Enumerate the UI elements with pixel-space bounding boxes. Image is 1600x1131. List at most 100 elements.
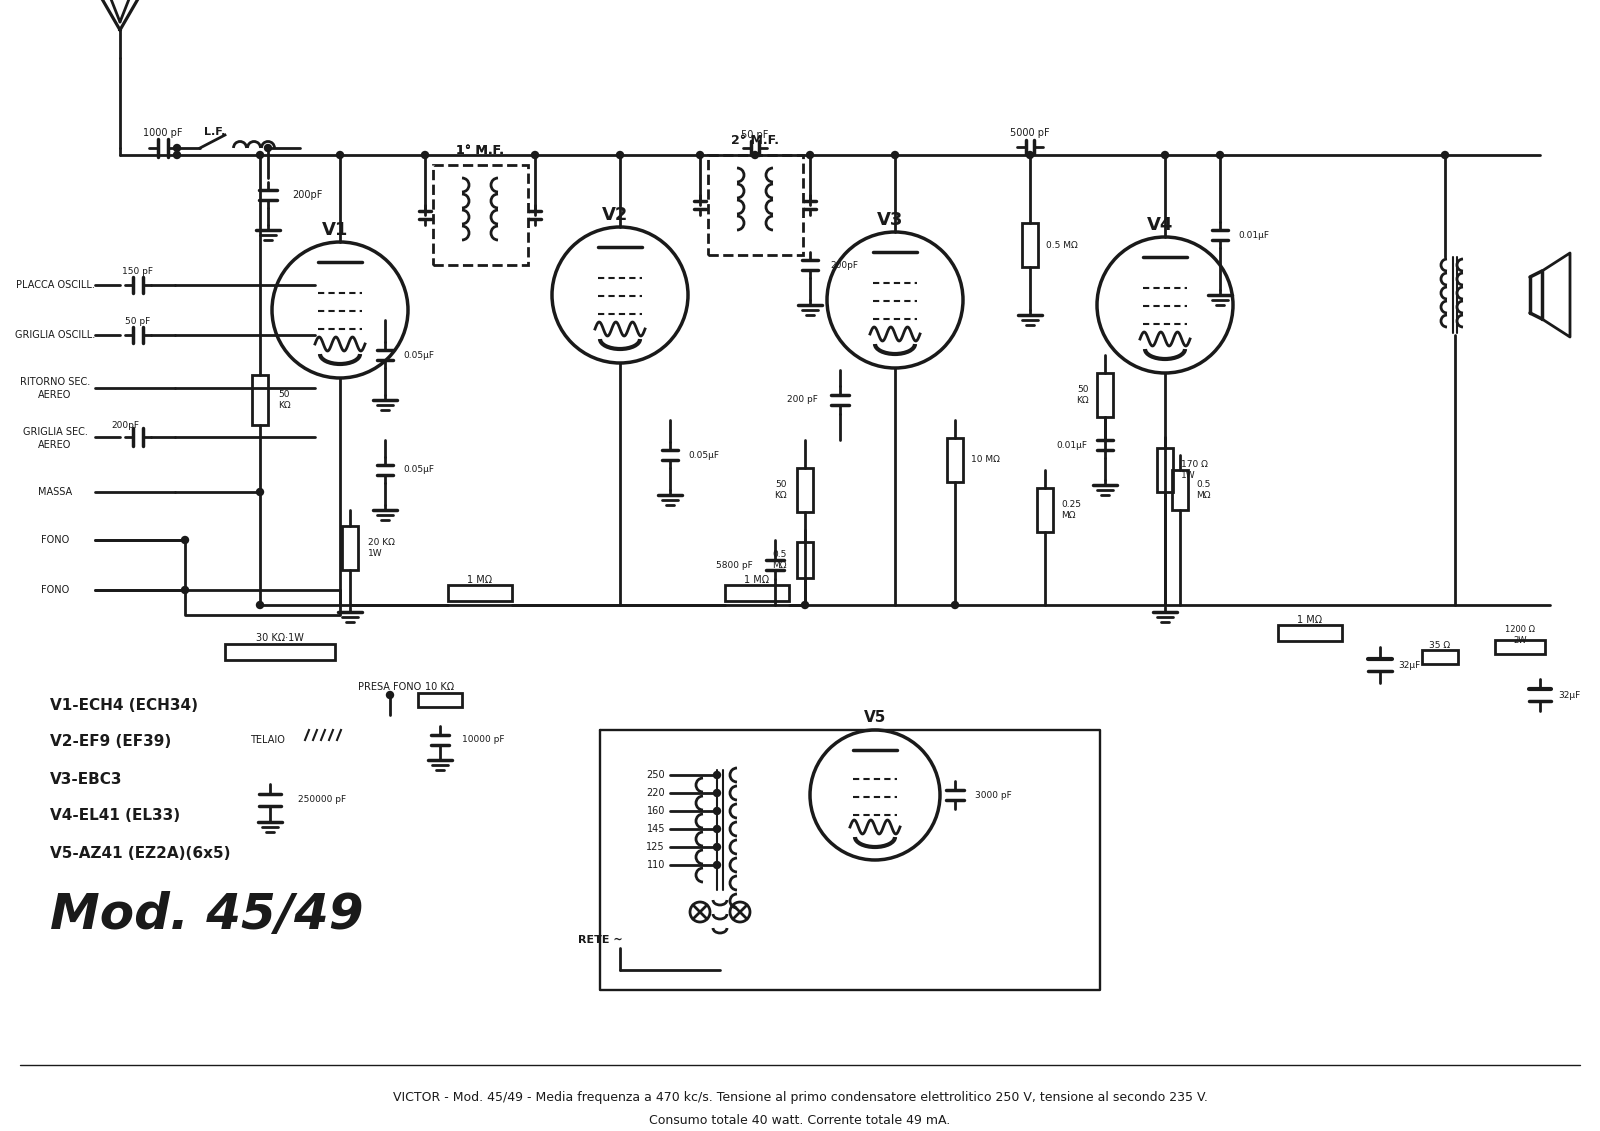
Text: 200pF: 200pF xyxy=(291,190,322,200)
Text: 0.5
MΩ: 0.5 MΩ xyxy=(773,551,787,570)
Text: 160: 160 xyxy=(646,806,666,815)
Text: FONO: FONO xyxy=(42,535,69,545)
Bar xyxy=(1278,625,1342,641)
Text: V2-EF9 (EF39): V2-EF9 (EF39) xyxy=(50,734,171,750)
Bar xyxy=(448,585,512,601)
Bar xyxy=(1022,223,1038,267)
Bar xyxy=(434,165,528,265)
Text: V5-AZ41 (EZ2A)(6x5): V5-AZ41 (EZ2A)(6x5) xyxy=(50,846,230,861)
Bar xyxy=(707,155,803,254)
Bar xyxy=(797,542,813,578)
Bar xyxy=(797,468,813,512)
Text: V4-EL41 (EL33): V4-EL41 (EL33) xyxy=(50,809,181,823)
Bar xyxy=(1494,640,1546,654)
Bar xyxy=(226,644,334,661)
Text: 10 KΩ: 10 KΩ xyxy=(426,682,454,692)
Text: 1 MΩ: 1 MΩ xyxy=(744,575,770,585)
Text: 0.05µF: 0.05µF xyxy=(403,466,434,475)
Circle shape xyxy=(802,602,808,608)
Bar xyxy=(253,375,269,425)
Text: GRIGLIA SEC.: GRIGLIA SEC. xyxy=(22,428,88,437)
Text: 50
KΩ: 50 KΩ xyxy=(278,390,291,409)
Circle shape xyxy=(1027,152,1034,158)
Bar xyxy=(1098,373,1114,417)
Circle shape xyxy=(714,808,720,814)
Bar xyxy=(1171,470,1187,510)
Text: 32µF: 32µF xyxy=(1558,691,1581,699)
Text: V5: V5 xyxy=(864,710,886,725)
Text: 1 MΩ: 1 MΩ xyxy=(1298,615,1323,625)
Text: 150 pF: 150 pF xyxy=(123,268,154,276)
Circle shape xyxy=(256,152,264,158)
Text: 50
KΩ: 50 KΩ xyxy=(1077,386,1090,405)
Circle shape xyxy=(173,145,181,152)
Circle shape xyxy=(752,152,758,158)
Text: 50
KΩ: 50 KΩ xyxy=(774,481,787,500)
Bar xyxy=(1157,448,1173,492)
Circle shape xyxy=(1442,152,1448,158)
Text: 250000 pF: 250000 pF xyxy=(298,795,346,804)
Bar xyxy=(418,693,462,707)
Circle shape xyxy=(714,862,720,869)
Text: 145: 145 xyxy=(646,824,666,834)
Bar xyxy=(1037,487,1053,532)
Text: 170 Ω
1W: 170 Ω 1W xyxy=(1181,460,1208,480)
Text: 0.01µF: 0.01µF xyxy=(1238,231,1269,240)
Text: 10 MΩ: 10 MΩ xyxy=(971,456,1000,465)
Text: 50 pF: 50 pF xyxy=(125,318,150,327)
Text: VICTOR - Mod. 45/49 - Media frequenza a 470 kc/s. Tensione al primo condensatore: VICTOR - Mod. 45/49 - Media frequenza a … xyxy=(392,1091,1208,1105)
Circle shape xyxy=(531,152,539,158)
Text: 200 pF: 200 pF xyxy=(787,396,818,405)
Text: 200pF: 200pF xyxy=(110,421,139,430)
Text: AEREO: AEREO xyxy=(38,440,72,450)
Text: Mod. 45/49: Mod. 45/49 xyxy=(50,891,363,939)
Bar xyxy=(725,585,789,601)
Text: 0.5
MΩ: 0.5 MΩ xyxy=(1197,481,1211,500)
Text: 200pF: 200pF xyxy=(830,260,858,269)
Circle shape xyxy=(336,152,344,158)
Circle shape xyxy=(616,152,624,158)
Text: MASSA: MASSA xyxy=(38,487,72,497)
Circle shape xyxy=(181,587,189,594)
Text: RETE ~: RETE ~ xyxy=(578,935,622,946)
Text: 50 pF: 50 pF xyxy=(741,130,768,140)
Text: 125: 125 xyxy=(646,841,666,852)
Text: 1 MΩ: 1 MΩ xyxy=(467,575,493,585)
Text: 0.25
MΩ: 0.25 MΩ xyxy=(1061,500,1082,520)
Circle shape xyxy=(1162,152,1168,158)
Circle shape xyxy=(181,536,189,544)
Text: 110: 110 xyxy=(646,860,666,870)
Text: 2° M.F.: 2° M.F. xyxy=(731,135,779,147)
Text: 5800 pF: 5800 pF xyxy=(717,561,754,570)
Text: 35 Ω: 35 Ω xyxy=(1429,640,1451,649)
Bar xyxy=(947,438,963,482)
Text: L.F.: L.F. xyxy=(205,127,226,137)
Bar xyxy=(1422,650,1458,664)
Text: 5000 pF: 5000 pF xyxy=(1010,128,1050,138)
Text: 20 KΩ
1W: 20 KΩ 1W xyxy=(368,538,395,558)
Text: Consumo totale 40 watt. Corrente totale 49 mA.: Consumo totale 40 watt. Corrente totale … xyxy=(650,1114,950,1126)
Text: 1200 Ω
2W: 1200 Ω 2W xyxy=(1506,625,1534,645)
Text: 10000 pF: 10000 pF xyxy=(462,735,504,744)
Circle shape xyxy=(264,145,272,152)
Text: 0.05µF: 0.05µF xyxy=(403,351,434,360)
Circle shape xyxy=(952,602,958,608)
Circle shape xyxy=(173,152,181,158)
Text: 32µF: 32µF xyxy=(1398,661,1421,670)
Text: 250: 250 xyxy=(646,770,666,780)
Text: 0.5 MΩ: 0.5 MΩ xyxy=(1046,241,1078,250)
Text: 1° M.F.: 1° M.F. xyxy=(456,144,504,156)
Circle shape xyxy=(714,789,720,796)
Text: GRIGLIA OSCILL.: GRIGLIA OSCILL. xyxy=(14,330,94,340)
Circle shape xyxy=(891,152,899,158)
Text: 0.05µF: 0.05µF xyxy=(688,450,718,459)
Circle shape xyxy=(256,489,264,495)
Circle shape xyxy=(387,691,394,699)
Text: 3000 pF: 3000 pF xyxy=(974,791,1011,800)
Text: 220: 220 xyxy=(646,788,666,798)
Text: V3-EBC3: V3-EBC3 xyxy=(50,771,123,786)
Circle shape xyxy=(1216,152,1224,158)
Text: 1000 pF: 1000 pF xyxy=(144,128,182,138)
Text: RITORNO SEC.: RITORNO SEC. xyxy=(19,377,90,387)
Circle shape xyxy=(714,771,720,778)
